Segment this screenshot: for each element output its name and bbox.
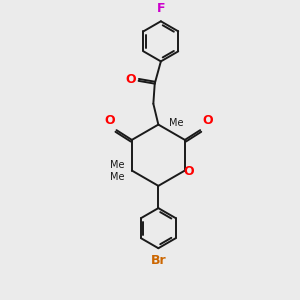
Text: Me: Me [110,172,124,182]
Text: Me: Me [110,160,124,170]
Text: Br: Br [151,254,166,267]
Text: O: O [125,73,136,86]
Text: O: O [202,114,213,127]
Text: Me: Me [169,118,183,128]
Text: O: O [184,165,194,178]
Text: O: O [104,114,115,127]
Text: F: F [157,2,165,15]
